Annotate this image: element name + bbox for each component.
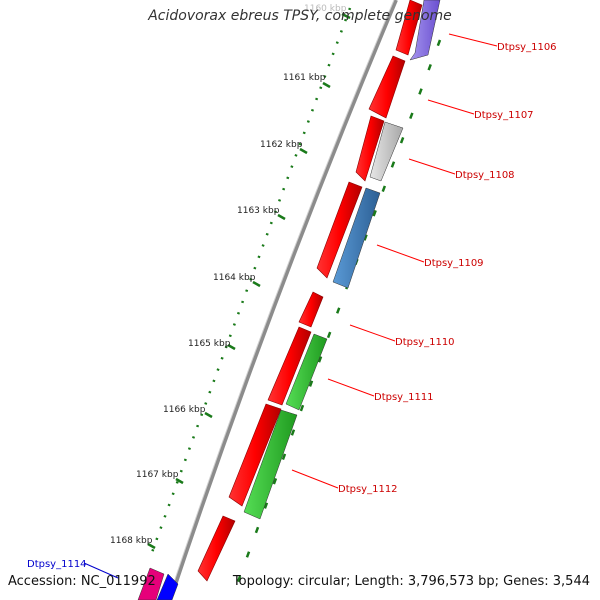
gene-label-1112[interactable]: Dtpsy_1112: [338, 484, 398, 495]
gene-1108-reverse[interactable]: [369, 121, 404, 182]
kbp-label-1165: 1165 kbp: [188, 339, 231, 349]
gene-1112[interactable]: [228, 403, 282, 507]
gene-label-1110[interactable]: Dtpsy_1110: [395, 337, 455, 348]
gene-1110[interactable]: [298, 291, 324, 328]
gene-leader-lines: [83, 33, 498, 579]
inner-tick-arc: [233, 39, 442, 591]
accession-text: Accession: NC_011992: [8, 574, 156, 589]
forward-strand-genes: [197, 0, 423, 582]
kbp-label-1161: 1161 kbp: [283, 73, 326, 83]
kbp-ticks: [147, 12, 351, 550]
gene-label-1109[interactable]: Dtpsy_1109: [424, 258, 484, 269]
other-strand-genes: [137, 0, 441, 600]
gene-1114[interactable]: [137, 567, 165, 600]
kbp-label-1164: 1164 kbp: [213, 273, 256, 283]
gene-label-1106[interactable]: Dtpsy_1106: [497, 42, 557, 53]
kbp-label-1168: 1168 kbp: [110, 536, 153, 546]
gene-1111-reverse[interactable]: [285, 333, 328, 411]
genome-backbone-highlight: [167, 0, 395, 600]
gene-1113[interactable]: [197, 515, 236, 582]
gene-label-1111[interactable]: Dtpsy_1111: [374, 392, 434, 403]
gene-label-1114[interactable]: Dtpsy_1114: [27, 559, 87, 570]
gene-label-1108[interactable]: Dtpsy_1108: [455, 170, 515, 181]
gene-1115[interactable]: [156, 573, 179, 600]
kbp-label-1162: 1162 kbp: [260, 140, 303, 150]
kbp-label-1167: 1167 kbp: [136, 470, 179, 480]
map-title: Acidovorax ebreus TPSY, complete genome: [148, 8, 452, 24]
gene-1107[interactable]: [368, 55, 406, 119]
gene-1106[interactable]: [395, 0, 423, 56]
gene-label-1107[interactable]: Dtpsy_1107: [474, 110, 534, 121]
gene-1106-reverse[interactable]: [409, 0, 441, 61]
topology-summary: Topology: circular; Length: 3,796,573 bp…: [232, 574, 590, 589]
gene-1109-reverse[interactable]: [332, 187, 381, 289]
gene-1111[interactable]: [267, 326, 312, 406]
kbp-label-1166: 1166 kbp: [163, 405, 206, 415]
genome-backbone: [168, 0, 398, 600]
gene-1112-reverse[interactable]: [243, 409, 298, 520]
gene-1109[interactable]: [316, 181, 363, 279]
kbp-label-1160: 1160 kbp: [304, 4, 347, 14]
gene-1108[interactable]: [355, 115, 385, 182]
kbp-label-1163: 1163 kbp: [237, 206, 280, 216]
